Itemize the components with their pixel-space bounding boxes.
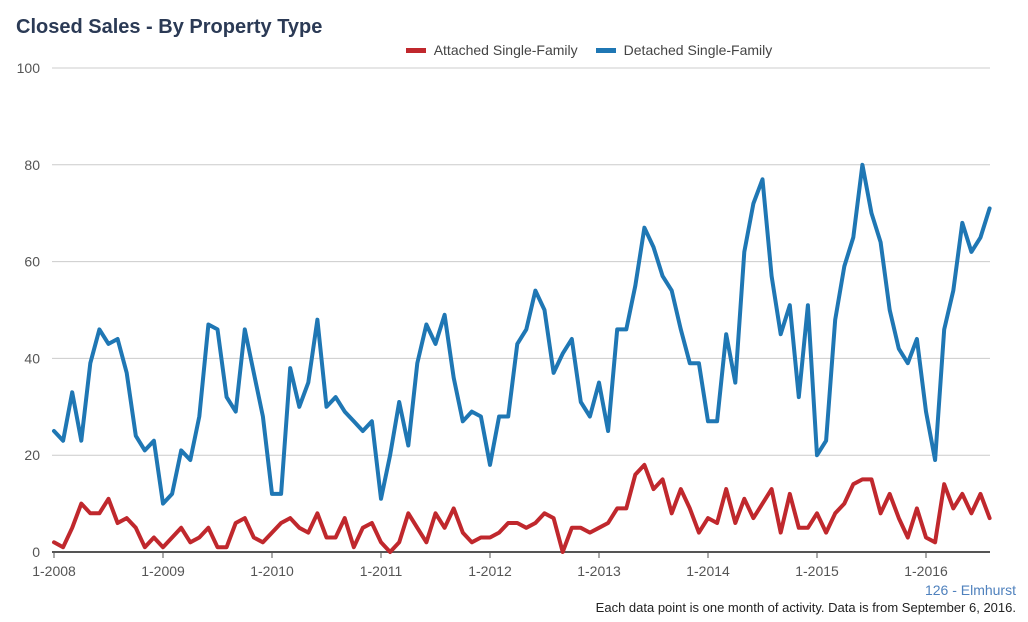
legend-swatch-attached [405, 47, 426, 53]
series-line-detached [52, 162, 992, 506]
chart-title: Closed Sales - By Property Type [16, 16, 323, 38]
footnote: Each data point is one month of activity… [595, 600, 1016, 615]
series-line-attached [52, 462, 992, 554]
legend-item-detached[interactable]: Detached Single-Family [595, 42, 773, 58]
legend-swatch-detached [595, 47, 616, 53]
y-tick-label: 80 [24, 157, 40, 173]
x-tick-label: 1-2015 [795, 563, 839, 579]
y-tick-label: 40 [24, 350, 40, 366]
x-tick-label: 1-2014 [686, 563, 730, 579]
x-tick-label: 1-2009 [141, 563, 185, 579]
y-tick-label: 20 [24, 447, 40, 463]
x-tick-label: 1-2016 [904, 563, 948, 579]
y-tick-label: 100 [17, 60, 41, 76]
legend-label-attached: Attached Single-Family [433, 42, 578, 58]
x-tick-label: 1-2011 [360, 563, 403, 579]
region-label: 126 - Elmhurst [924, 582, 1016, 598]
x-tick-label: 1-2008 [32, 563, 76, 579]
x-tick-label: 1-2013 [577, 563, 621, 579]
legend-label-detached: Detached Single-Family [623, 42, 773, 58]
y-tick-label: 0 [32, 544, 40, 560]
x-tick-label: 1-2012 [468, 563, 512, 579]
legend-item-attached[interactable]: Attached Single-Family [405, 42, 578, 58]
legend: Attached Single-Family Detached Single-F… [0, 42, 1028, 58]
y-tick-label: 60 [24, 254, 40, 270]
x-tick-label: 1-2010 [250, 563, 294, 579]
